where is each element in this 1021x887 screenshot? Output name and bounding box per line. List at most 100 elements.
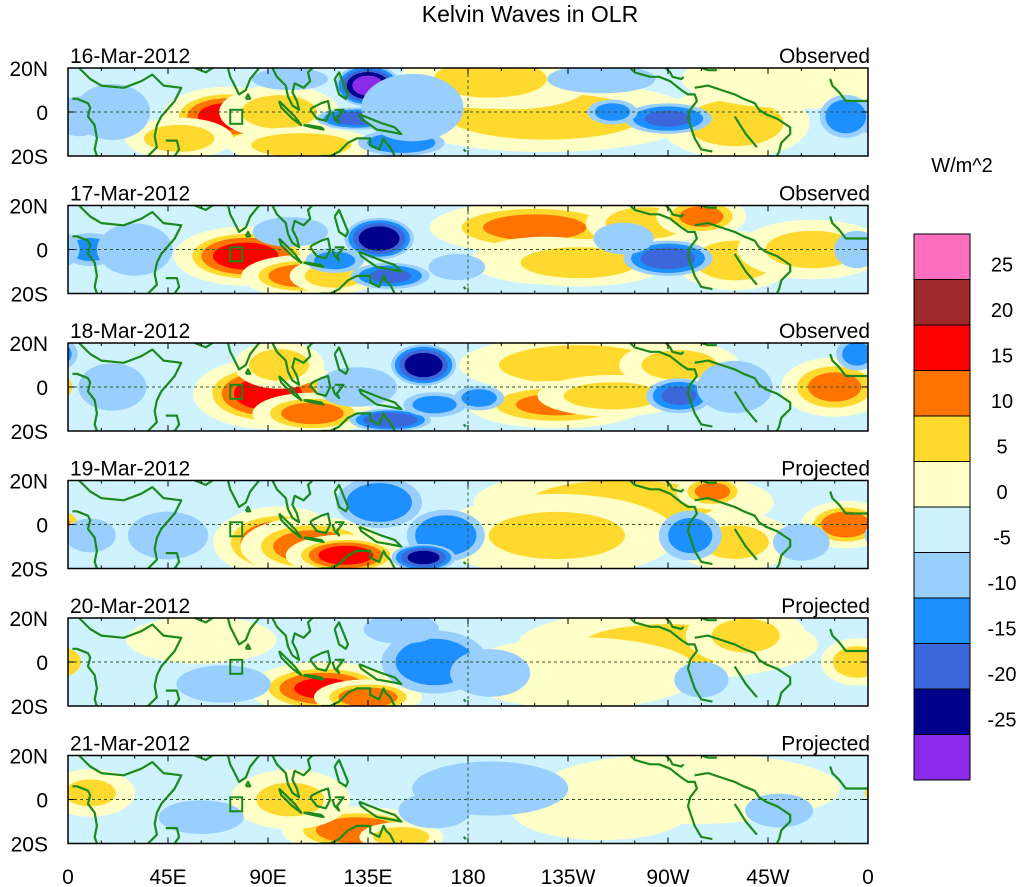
coastline-11 xyxy=(331,108,345,125)
coastline-10 xyxy=(309,787,332,810)
coastline-21 xyxy=(829,766,868,790)
coastline-2 xyxy=(72,372,98,431)
coastline-10 xyxy=(309,649,332,672)
olr-anomaly-blob-13 xyxy=(127,511,209,560)
panel-date: 18-Mar-2012 xyxy=(70,320,190,343)
colorbar-units-label: W/m^2 xyxy=(931,155,993,177)
panel-3: 20N 0 20S 18-Mar-2012 Observed xyxy=(9,320,870,444)
x-tick-label: 180 xyxy=(450,866,485,887)
coastline-1 xyxy=(78,480,183,569)
olr-anomaly-blob-4 xyxy=(125,117,234,156)
y-tick-label: 20S xyxy=(11,146,48,169)
x-tick-label: 0 xyxy=(62,866,74,887)
colorbar-tick-label: -10 xyxy=(988,573,1017,595)
coastline-13 xyxy=(358,663,403,686)
coastline-3 xyxy=(165,139,181,156)
coastline-5 xyxy=(226,618,260,646)
coastline-9 xyxy=(303,399,325,406)
coastline-20 xyxy=(733,803,758,836)
panel-label: Observed xyxy=(779,320,870,343)
y-tick-label: 20N xyxy=(9,333,48,356)
coastline-20 xyxy=(733,253,758,286)
olr-anomaly-blob-4 xyxy=(234,343,325,389)
panel-label: Observed xyxy=(779,45,870,68)
colorbar-swatch xyxy=(913,597,971,644)
coastline-20 xyxy=(733,390,758,423)
coastline-11 xyxy=(331,796,345,812)
colorbar-swatch xyxy=(913,324,971,371)
olr-anomaly-blob-2 xyxy=(359,822,444,844)
coastline-4 xyxy=(194,343,215,349)
y-tick-label: 20S xyxy=(11,284,48,307)
coastline-4 xyxy=(194,205,215,211)
coastline-21 xyxy=(829,491,868,515)
olr-anomaly-blob-9 xyxy=(158,800,244,834)
coastline-1 xyxy=(78,618,183,706)
x-tick-label: 45E xyxy=(149,866,186,887)
coastline-6 xyxy=(244,505,252,513)
olr-anomaly-blob-13 xyxy=(454,385,505,411)
coastline-18 xyxy=(694,772,792,844)
coastline-16 xyxy=(629,618,713,703)
y-tick-label: 20N xyxy=(9,746,48,769)
coastline-7 xyxy=(271,755,314,799)
colorbar-swatch xyxy=(913,415,971,462)
coastline-11 xyxy=(331,658,345,675)
coastline-17 xyxy=(665,755,685,768)
coastline-2 xyxy=(72,785,98,844)
coastline-4 xyxy=(194,618,215,624)
colorbar-tick-label: 15 xyxy=(991,346,1013,368)
colorbar-tick-label: -15 xyxy=(988,619,1017,641)
coastline-3 xyxy=(165,827,181,844)
coastline-15 xyxy=(462,698,467,703)
coastline-10 xyxy=(309,512,332,535)
colorbar-tick-label: 25 xyxy=(991,255,1013,277)
coastline-7 xyxy=(271,480,314,524)
olr-anomaly-blob-10 xyxy=(391,344,456,386)
olr-anomaly-blob-10 xyxy=(176,665,271,703)
coastline-6 xyxy=(244,230,252,238)
olr-anomaly-blob-12 xyxy=(403,392,466,417)
olr-anomaly-blob-12 xyxy=(344,217,414,260)
coastline-12 xyxy=(333,483,350,513)
coastline-5 xyxy=(226,68,260,96)
panel-date: 20-Mar-2012 xyxy=(70,595,190,618)
coastline-10 xyxy=(309,99,332,122)
coastline-21 xyxy=(829,628,868,653)
coastline-4 xyxy=(194,755,215,761)
coastline-20 xyxy=(733,665,758,698)
colorbar-swatch xyxy=(913,643,971,690)
coastline-5 xyxy=(226,480,260,508)
olr-anomaly-blob-11 xyxy=(681,68,868,109)
coastline-5 xyxy=(226,755,260,783)
y-tick-label: 0 xyxy=(36,790,48,813)
olr-anomaly-blob-18 xyxy=(587,99,638,125)
x-tick-label: 90E xyxy=(249,866,286,887)
olr-anomaly-blob-6 xyxy=(676,480,749,510)
coastline-9 xyxy=(303,261,325,269)
y-tick-label: 20S xyxy=(11,834,48,857)
coastline-8 xyxy=(278,787,303,814)
panel-6: 20N 0 20S 21-Mar-2012 Projected xyxy=(9,733,870,857)
region-box xyxy=(229,383,244,400)
coastline-2 xyxy=(72,235,98,294)
coastline-8 xyxy=(278,650,303,677)
panel-4: 20N 0 20S 19-Mar-2012 Projected xyxy=(9,458,870,582)
coastline-16 xyxy=(629,205,713,291)
x-tick-label: 90W xyxy=(646,866,689,887)
coastline-10 xyxy=(309,374,332,397)
panel-label: Projected xyxy=(781,595,870,618)
region-box xyxy=(229,796,244,813)
y-tick-label: 0 xyxy=(36,377,48,400)
y-tick-label: 20N xyxy=(9,58,48,81)
coastline-12 xyxy=(333,71,350,100)
coastline-18 xyxy=(694,359,792,431)
coastline-6 xyxy=(244,780,252,788)
coastline-13 xyxy=(358,250,403,273)
olr-anomaly-blob-20 xyxy=(428,254,486,281)
olr-anomaly-blob-7 xyxy=(126,618,277,664)
olr-anomaly-blob-5 xyxy=(226,127,377,156)
colorbar-tick-label: 0 xyxy=(996,482,1007,504)
colorbar-tick-label: -20 xyxy=(988,664,1017,686)
